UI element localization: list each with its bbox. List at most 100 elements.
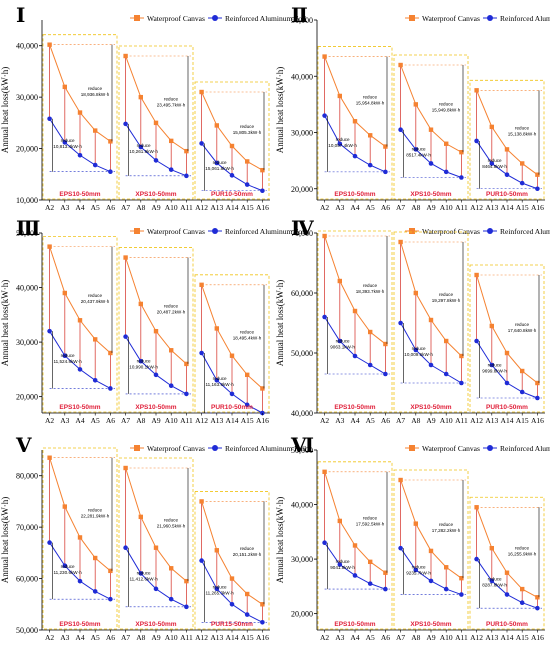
y-axis-label: Annual heat loss(kW·h)	[0, 497, 10, 583]
foil-point	[337, 562, 343, 567]
canvas-point	[383, 570, 388, 575]
foil-point	[138, 571, 144, 576]
group-label: PUR15-50mm	[211, 621, 253, 628]
blue-circle-icon	[212, 15, 218, 21]
x-tick-label: A8	[136, 203, 145, 212]
foil-point	[519, 600, 525, 606]
canvas-point	[214, 326, 219, 331]
foil-point	[229, 601, 235, 607]
foil-point	[244, 612, 250, 617]
canvas-point	[199, 282, 204, 288]
x-tick-label: A2	[320, 416, 329, 425]
canvas-reduce-value: 15,138.8kW·h	[508, 132, 537, 137]
foil-reduce-value: 10,009.6kW·h	[404, 352, 433, 357]
canvas-point	[428, 548, 434, 554]
y-tick-label: 80,000	[16, 472, 38, 481]
foil-reduce-value: 8287.8kW·h	[482, 583, 507, 588]
series-group-3: reduce15,138.8kW·hreduce8464.8kW·hPUR10-…	[469, 79, 545, 212]
canvas-reduce-value: 21,960.5kW·h	[157, 524, 186, 529]
canvas-point	[444, 141, 449, 146]
foil-reduce-value: 9235.7kW·h	[406, 570, 431, 575]
canvas-point	[489, 323, 494, 329]
canvas-point	[383, 144, 388, 149]
canvas-reduce-label: reduce	[363, 515, 377, 520]
canvas-point	[62, 504, 67, 509]
canvas-point	[138, 94, 143, 100]
foil-reduce-value: 10,990.1kW·h	[129, 364, 158, 369]
legend-canvas-label: Waterproof Canvas	[422, 14, 480, 23]
canvas-reduce-value: 20,151.2kW·h	[233, 552, 262, 557]
canvas-point	[520, 161, 525, 166]
x-tick-label: A6	[381, 416, 390, 425]
blue-circle-icon	[212, 445, 218, 451]
x-tick-label: A7	[396, 416, 405, 425]
canvas-point	[184, 361, 189, 367]
canvas-point	[153, 545, 159, 550]
foil-point	[77, 152, 83, 158]
foil-point	[535, 186, 540, 192]
canvas-point	[123, 53, 128, 59]
foil-point	[138, 144, 144, 150]
canvas-point	[504, 147, 510, 152]
y-tick-label: 40,000	[16, 42, 38, 51]
canvas-point	[428, 127, 434, 132]
canvas-point	[520, 586, 525, 592]
foil-point	[443, 169, 449, 175]
foil-reduce-label: reduce	[336, 559, 350, 564]
blue-circle-icon	[487, 228, 493, 234]
foil-point	[504, 172, 510, 177]
canvas-point	[153, 120, 159, 126]
x-tick-label: A14	[226, 416, 239, 425]
x-tick-label: A3	[335, 416, 344, 425]
foil-reduce-value: 15,061.8kW·h	[205, 166, 234, 171]
canvas-reduce-value: 17,592.5kW·h	[356, 521, 385, 526]
x-tick-label: A12	[470, 203, 483, 212]
series-group-3: reduce17,640.8kW·hreduce9699.8kW·hPUR10-…	[469, 264, 545, 425]
chart-panel-5: Ⅴ Waterproof Canvas Reinforced Aluminum Fo…	[0, 435, 306, 642]
x-tick-label: A3	[335, 633, 344, 642]
legend-foil-label: Reinforced Aluminum Foil	[225, 444, 306, 453]
foil-point	[337, 338, 343, 344]
x-tick-label: A7	[121, 203, 130, 212]
x-tick-label: A12	[470, 633, 483, 642]
canvas-point	[413, 102, 418, 107]
x-tick-label: A13	[485, 416, 498, 425]
foil-point	[459, 175, 464, 180]
orange-square-icon	[409, 15, 415, 21]
x-tick-label: A4	[75, 633, 84, 642]
canvas-point	[428, 317, 434, 323]
foil-point	[459, 592, 464, 597]
x-tick-label: A15	[241, 203, 254, 212]
group-label: XPS10-50mm	[135, 191, 176, 198]
group-frame	[469, 496, 545, 630]
x-tick-label: A11	[180, 203, 193, 212]
x-tick-label: A9	[151, 203, 160, 212]
foil-point	[398, 127, 403, 132]
foil-reduce-label: reduce	[488, 158, 502, 163]
series-group-2: reduce15,949.8kW·hreduce8517.4kW·hXPS10-…	[393, 54, 469, 212]
y-tick-label: 50,000	[16, 229, 38, 238]
foil-point	[92, 162, 98, 168]
canvas-point	[199, 499, 204, 504]
blue-circle-icon	[212, 228, 218, 234]
x-tick-label: A15	[516, 203, 529, 212]
series-group-3: reduce18,495.4kW·hreduce11,163.8kW·hPUR1…	[194, 274, 270, 425]
foil-point	[383, 169, 388, 175]
y-tick-label: 60,000	[291, 289, 313, 298]
group-label: XPS10-50mm	[135, 621, 176, 628]
foil-point	[214, 586, 220, 592]
foil-point	[352, 153, 358, 159]
x-tick-label: A12	[195, 633, 208, 642]
canvas-point	[459, 353, 464, 359]
foil-point	[459, 380, 464, 386]
foil-point	[108, 596, 113, 602]
x-tick-label: A7	[121, 633, 130, 642]
x-tick-label: A16	[256, 633, 269, 642]
group-label: EPS10-50mm	[334, 404, 375, 411]
canvas-point	[322, 54, 327, 59]
foil-point	[244, 182, 250, 187]
foil-reduce-label: reduce	[213, 160, 227, 165]
legend-canvas-label: Waterproof Canvas	[422, 444, 480, 453]
canvas-reduce-value: 16,255.9kW·h	[508, 551, 537, 556]
foil-reduce-label: reduce	[137, 570, 151, 575]
